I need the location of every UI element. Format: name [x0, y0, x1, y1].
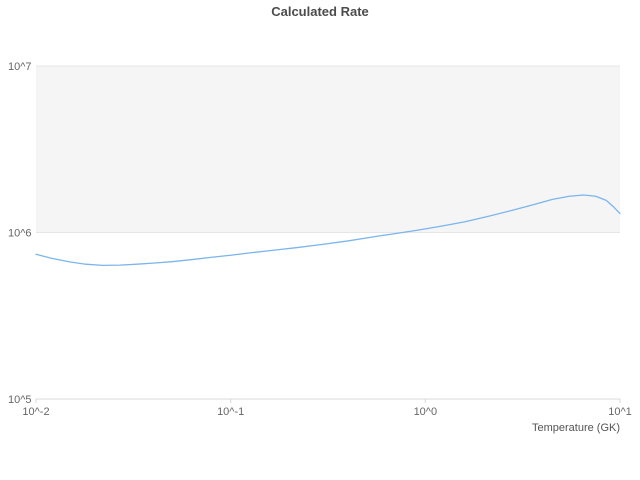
decade-band [36, 66, 620, 233]
x-tick-label: 10^-1 [217, 406, 244, 418]
x-tick-label: 10^1 [608, 406, 632, 418]
chart-title: Calculated Rate [271, 4, 369, 19]
y-tick-label: 10^7 [8, 61, 32, 73]
y-tick-label: 10^5 [8, 394, 32, 406]
x-tick-label: 10^-2 [22, 406, 49, 418]
y-tick-label: 10^6 [8, 228, 32, 240]
rate-line-series [35, 194, 621, 266]
x-axis-title: Temperature (GK) [531, 422, 620, 434]
x-tick-label: 10^0 [414, 406, 438, 418]
